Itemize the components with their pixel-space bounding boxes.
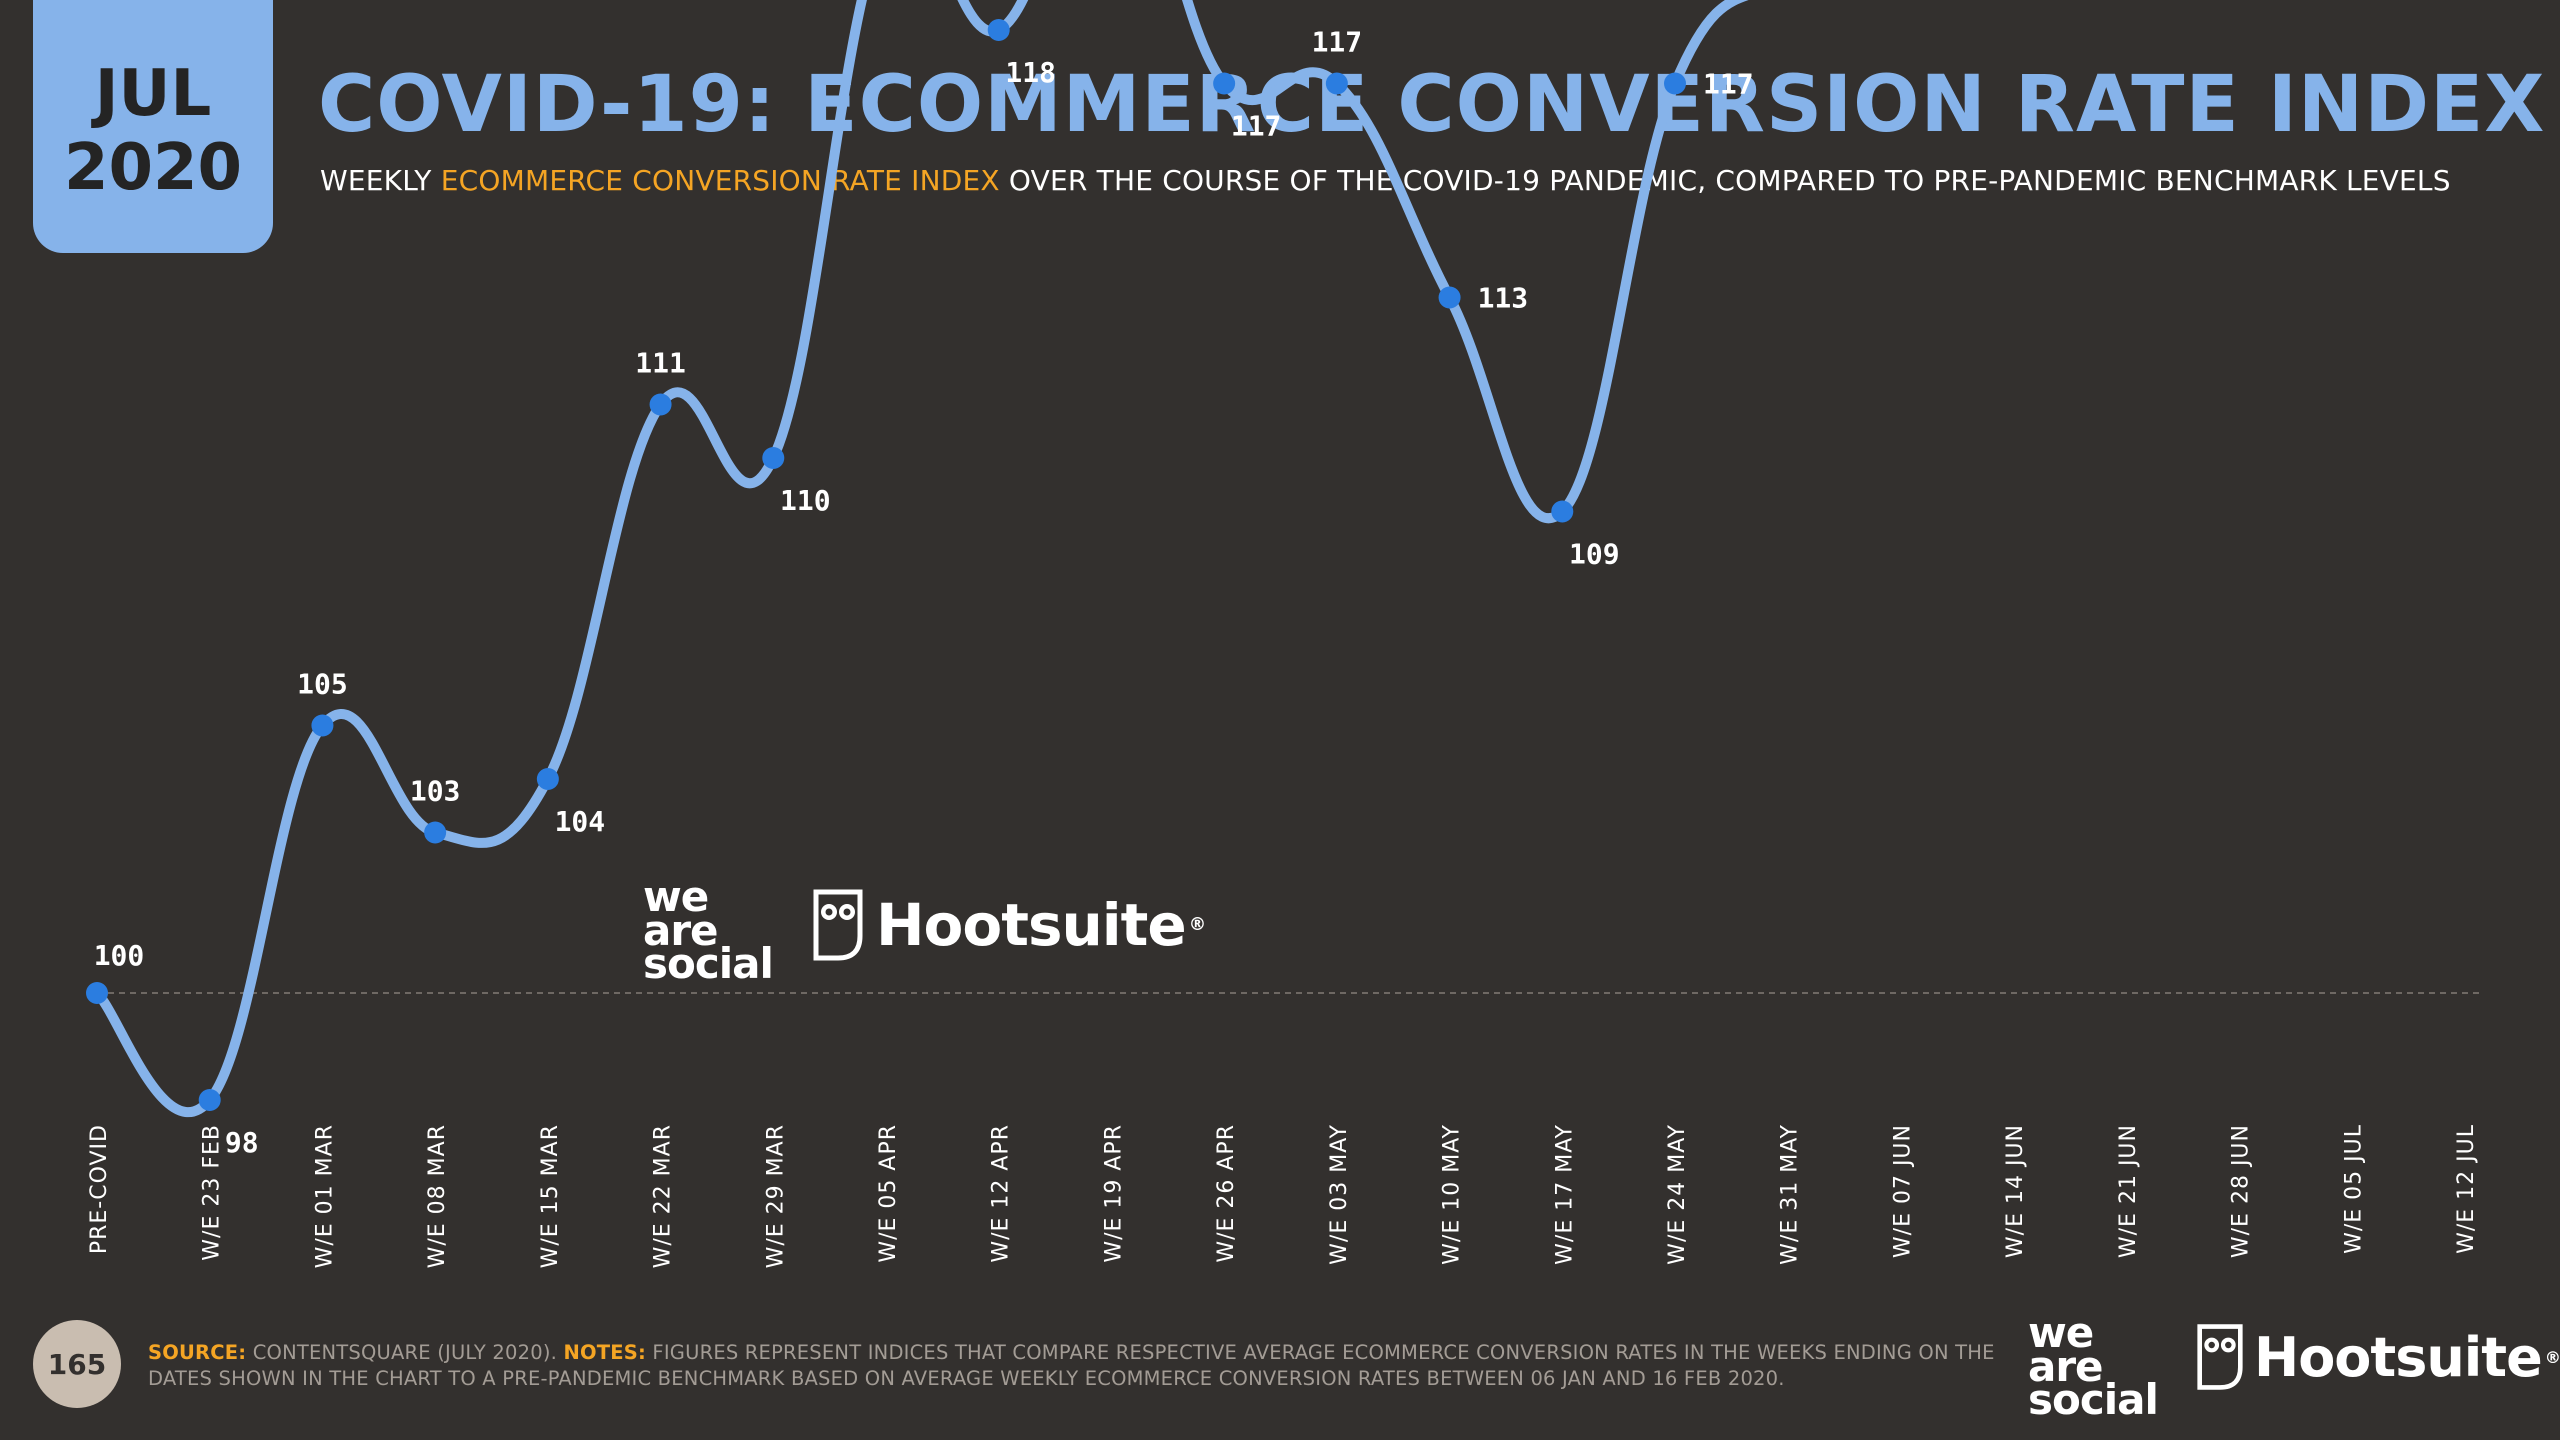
registered-mark: ® xyxy=(1188,915,1206,935)
registered-mark: ® xyxy=(2544,1347,2560,1367)
data-point xyxy=(1325,72,1348,95)
logo-word-are: are xyxy=(2028,1341,2104,1391)
x-tick-label: W/E 29 MAR xyxy=(763,1124,788,1268)
logo-word-social: social xyxy=(2028,1375,2159,1425)
x-tick-label: PRE-COVID xyxy=(87,1124,112,1254)
hootsuite-logo-chart: Hootsuite ® xyxy=(812,888,1206,962)
logo-word-social: social xyxy=(643,939,774,989)
data-point xyxy=(311,714,334,737)
x-tick-label: W/E 19 APR xyxy=(1101,1124,1126,1263)
x-tick-label: W/E 26 APR xyxy=(1214,1124,1239,1263)
owl-icon xyxy=(813,889,863,961)
data-point xyxy=(1664,72,1686,95)
x-tick-label: W/E 05 JUL xyxy=(2341,1124,2366,1254)
data-label: 103 xyxy=(410,775,461,808)
x-tick-label: W/E 15 MAR xyxy=(538,1124,563,1268)
x-tick-label: W/E 24 MAY xyxy=(1665,1124,1690,1265)
data-label: 118 xyxy=(1005,56,1056,89)
source-label: SOURCE: xyxy=(148,1341,247,1364)
data-label: 109 xyxy=(1569,538,1620,571)
data-label: 117 xyxy=(1312,26,1363,59)
data-label: 104 xyxy=(555,805,606,838)
data-label: 111 xyxy=(635,347,686,380)
x-tick-label: W/E 17 MAY xyxy=(1552,1124,1577,1265)
date-badge: JUL 2020 xyxy=(33,0,273,253)
x-tick-label: W/E 08 MAR xyxy=(425,1124,450,1268)
data-point xyxy=(649,393,672,416)
source-text: CONTENTSQUARE (JULY 2020). xyxy=(246,1341,564,1364)
x-tick-label: W/E 03 MAY xyxy=(1327,1124,1352,1265)
hootsuite-wordmark: Hootsuite xyxy=(2254,1325,2543,1389)
x-tick-label: W/E 21 JUN xyxy=(2116,1124,2141,1258)
subtitle-highlight: ECOMMERCE CONVERSION RATE INDEX xyxy=(440,164,1000,197)
subtitle-suffix: OVER THE COURSE OF THE COVID-19 PANDEMIC… xyxy=(999,164,2451,197)
data-point xyxy=(762,447,785,469)
data-label: 110 xyxy=(780,484,831,517)
hootsuite-wordmark: Hootsuite xyxy=(876,891,1187,959)
badge-month: JUL xyxy=(94,56,212,131)
page-subtitle: WEEKLY ECOMMERCE CONVERSION RATE INDEX O… xyxy=(320,164,2451,197)
x-tick-label: W/E 12 APR xyxy=(989,1124,1014,1263)
x-tick-label: W/E 05 APR xyxy=(876,1124,901,1263)
series-line xyxy=(92,0,1749,1117)
data-label: 98 xyxy=(225,1126,259,1159)
x-tick-label: W/E 23 FEB xyxy=(200,1124,225,1261)
we-are-social-logo-footer: we are social xyxy=(2028,1308,2159,1425)
data-point xyxy=(1438,286,1461,309)
logo-word-we: we xyxy=(2028,1308,2094,1357)
we-are-social-logo-chart: we are social xyxy=(643,872,774,989)
page-title: COVID-19: ECOMMERCE CONVERSION RATE INDE… xyxy=(318,60,2546,150)
owl-icon xyxy=(2197,1324,2243,1390)
data-label: 113 xyxy=(1478,282,1529,315)
data-point xyxy=(536,768,559,790)
x-tick-label: W/E 10 MAY xyxy=(1440,1124,1465,1265)
badge-year: 2020 xyxy=(63,130,243,205)
notes-text: FIGURES REPRESENT INDICES THAT COMPARE R… xyxy=(148,1341,1995,1390)
data-point xyxy=(1213,72,1236,95)
footer-notes: SOURCE: CONTENTSQUARE (JULY 2020). NOTES… xyxy=(148,1340,1998,1392)
notes-label: NOTES: xyxy=(563,1341,647,1364)
data-label: 117 xyxy=(1231,110,1282,143)
logo-word-we: we xyxy=(643,872,709,921)
data-point xyxy=(1551,500,1574,523)
data-point xyxy=(424,821,447,844)
data-point xyxy=(86,982,108,1004)
x-tick-label: W/E 07 JUN xyxy=(1890,1124,1915,1258)
subtitle-prefix: WEEKLY xyxy=(320,164,441,197)
x-tick-label: W/E 22 MAR xyxy=(651,1124,676,1268)
page-number: 165 xyxy=(33,1320,121,1408)
hootsuite-logo-footer: Hootsuite ® xyxy=(2196,1322,2560,1392)
data-label: 100 xyxy=(94,939,145,972)
data-label: 105 xyxy=(297,668,348,701)
x-tick-label: W/E 31 MAY xyxy=(1778,1124,1803,1265)
logo-word-are: are xyxy=(643,905,719,955)
x-tick-label: W/E 28 JUN xyxy=(2229,1124,2254,1258)
data-point xyxy=(198,1089,221,1111)
data-label: 117 xyxy=(1703,68,1754,101)
x-tick-label: W/E 14 JUN xyxy=(2003,1124,2028,1258)
x-tick-label: W/E 01 MAR xyxy=(312,1124,337,1268)
data-point xyxy=(987,19,1010,41)
x-tick-label: W/E 12 JUL xyxy=(2454,1124,2479,1254)
